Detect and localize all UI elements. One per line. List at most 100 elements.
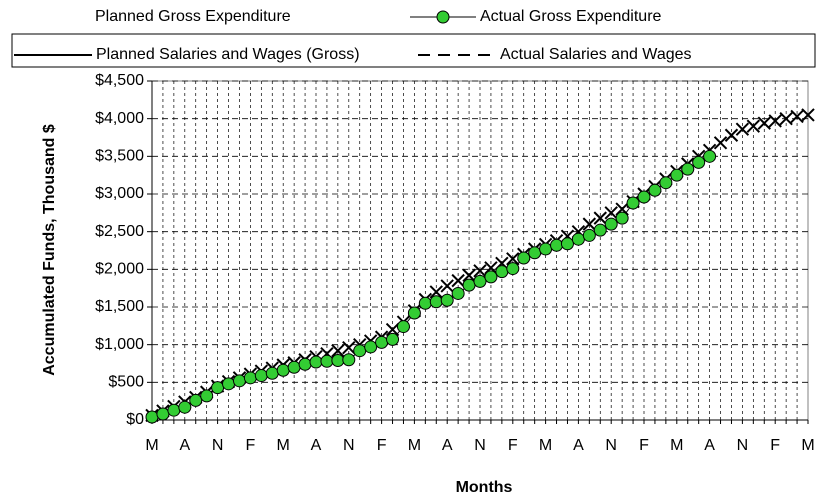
marker-x-stroke (713, 136, 728, 150)
legend-box (11, 33, 816, 68)
marker-x (724, 128, 739, 142)
marker-x-stroke (735, 122, 750, 136)
x-tick-label: F (377, 437, 387, 454)
data-point (243, 371, 257, 385)
x-tick-label: M (801, 437, 814, 454)
data-point (232, 374, 246, 388)
data-point (637, 190, 651, 204)
marker-x (713, 136, 728, 150)
data-point (309, 355, 323, 369)
data-point (517, 251, 531, 265)
data-point (703, 149, 717, 163)
data-point (189, 393, 203, 407)
data-point (692, 155, 706, 169)
y-tick-label: $4,000 (95, 110, 144, 127)
marker-x-stroke (801, 108, 815, 122)
marker-x (451, 273, 465, 288)
data-point (265, 366, 279, 380)
data-point (331, 353, 345, 367)
marker-x (757, 116, 771, 130)
marker-x (462, 268, 476, 283)
marker-x-stroke (768, 114, 782, 128)
data-point (670, 168, 684, 182)
marker-x-stroke (582, 217, 597, 231)
x-tick-label: F (246, 437, 256, 454)
marker-x-stroke (506, 252, 520, 266)
marker-x-stroke (790, 109, 804, 124)
data-point (320, 354, 334, 368)
marker-x (779, 111, 793, 126)
data-point (364, 340, 378, 354)
data-point (473, 274, 487, 288)
marker-x (506, 252, 520, 266)
x-tick-label: A (573, 437, 584, 454)
data-point (211, 381, 225, 395)
x-tick-label: M (670, 437, 683, 454)
data-point (276, 363, 290, 377)
x-tick-label: N (212, 437, 224, 454)
data-point (440, 293, 454, 307)
legend-label: Actual Gross Expenditure (480, 8, 662, 25)
data-point (681, 162, 695, 176)
marker-x-stroke (462, 268, 476, 283)
data-point (396, 320, 410, 334)
data-point (429, 295, 443, 309)
data-point (342, 353, 356, 367)
marker-x-stroke (451, 273, 465, 288)
marker-x (473, 264, 487, 278)
x-tick-label: F (508, 437, 518, 454)
x-tick-label: A (704, 437, 715, 454)
marker-x (790, 109, 804, 124)
marker-x-stroke (385, 322, 400, 337)
data-point (582, 228, 596, 242)
marker-x (385, 322, 400, 337)
data-point (178, 400, 192, 414)
data-point (462, 278, 476, 292)
x-tick-label: F (770, 437, 780, 454)
legend-label: Actual Salaries and Wages (500, 46, 692, 63)
y-tick-label: $4,500 (95, 72, 144, 89)
x-tick-label: N (605, 437, 617, 454)
y-tick-label: $1,500 (95, 298, 144, 315)
marker-x-stroke (440, 279, 454, 293)
y-tick-label: $2,000 (95, 261, 144, 278)
x-tick-label: M (145, 437, 158, 454)
data-point (375, 335, 389, 349)
marker-x (801, 108, 815, 122)
y-tick-label: $3,000 (95, 185, 144, 202)
marker-x (342, 340, 356, 355)
y-tick-label: $1,000 (95, 336, 144, 353)
data-point (167, 403, 181, 417)
data-point (495, 265, 509, 279)
marker-x (768, 114, 782, 128)
data-point (451, 286, 465, 300)
marker-x-stroke (342, 340, 356, 355)
data-point (222, 377, 236, 391)
marker-x (582, 217, 597, 231)
data-point (659, 176, 673, 190)
data-point (626, 196, 640, 210)
data-point (156, 407, 170, 421)
x-tick-label: N (737, 437, 749, 454)
legend-label: Planned Salaries and Wages (Gross) (96, 46, 360, 63)
marker-x-stroke (593, 211, 607, 225)
marker-x-stroke (724, 128, 739, 142)
data-point (539, 242, 553, 256)
y-axis-title: Accumulated Funds, Thousand $ (41, 124, 58, 376)
data-point (418, 296, 432, 310)
marker-x (331, 343, 345, 358)
data-point (506, 262, 520, 276)
data-point (407, 306, 421, 320)
x-tick-label: A (442, 437, 453, 454)
marker-x-stroke (779, 111, 793, 126)
x-tick-label: A (179, 437, 190, 454)
y-tick-label: $3,500 (95, 148, 144, 165)
marker-x-stroke (604, 206, 618, 220)
data-point (353, 344, 367, 358)
data-point (298, 357, 312, 371)
data-point (254, 369, 268, 383)
marker-x-stroke (331, 343, 345, 358)
marker-x (746, 119, 761, 133)
data-point (571, 232, 585, 246)
